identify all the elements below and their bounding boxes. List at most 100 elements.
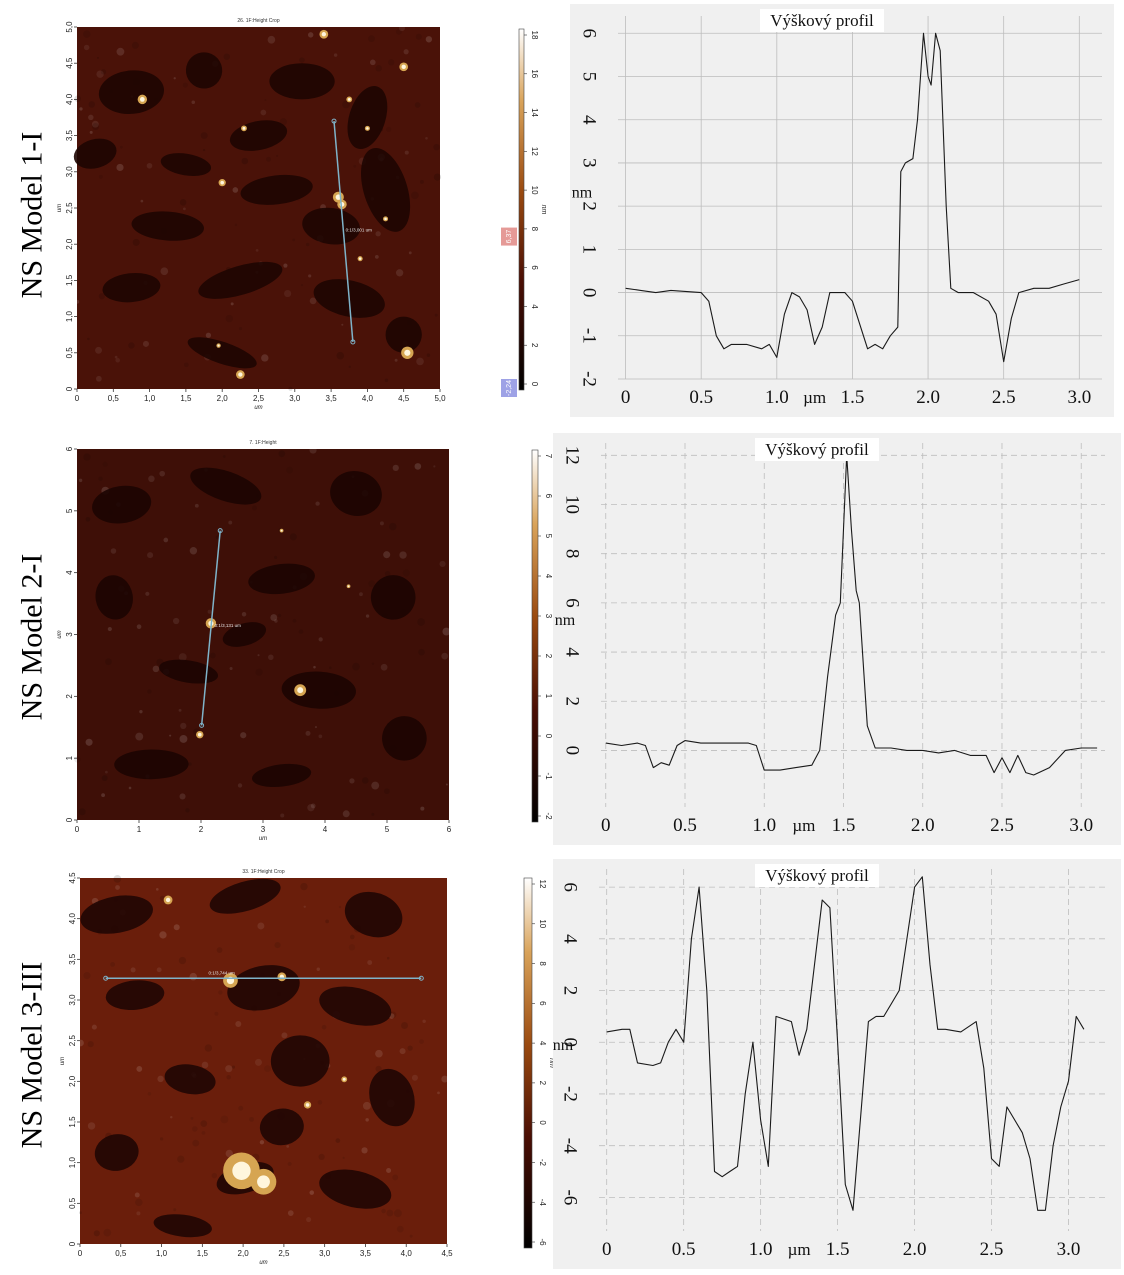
afm-texture [316, 967, 320, 971]
afm-texture [300, 284, 304, 287]
afm-texture [98, 293, 105, 300]
afm-texture [159, 931, 167, 939]
x-tick-label: 3.0 [1067, 387, 1091, 408]
afm-texture [148, 475, 155, 483]
y-tick-label: -4 [560, 1138, 581, 1154]
afm-dark-region [92, 485, 152, 524]
afm-y-tick-label: 2,5 [65, 202, 74, 214]
afm-texture [371, 662, 375, 666]
afm-x-tick-label: 2,5 [253, 394, 265, 403]
x-tick-label: 2.5 [990, 815, 1014, 836]
chart-background [570, 4, 1114, 417]
colorbar-gradient-bar [523, 877, 533, 1249]
afm-dark-region [248, 563, 315, 595]
afm-texture [185, 808, 190, 813]
afm-y-tick-label: 0 [65, 386, 74, 391]
afm-texture [433, 143, 440, 151]
afm-y-tick-label: 3 [65, 632, 74, 637]
afm-x-axis-label: um [254, 405, 262, 411]
afm-texture [116, 163, 124, 172]
afm-texture [78, 478, 83, 483]
afm-texture [379, 521, 384, 526]
afm-x-tick-label: 3,5 [360, 1249, 372, 1258]
afm-texture [209, 652, 216, 659]
afm-x-tick-label: 0 [75, 825, 80, 834]
afm-texture [441, 1075, 449, 1083]
afm-texture [74, 756, 81, 763]
afm-dark-region [347, 85, 388, 150]
afm-dark-region [95, 575, 133, 620]
x-tick-label: 0.5 [689, 387, 713, 408]
afm-texture [342, 1156, 345, 1159]
height-profile-chart-1: 0 0.5 1.0 1.5 2.0 2.5 3.0 µm -2 -1 0 1 2 3 4 5 6 nm Výškov… [570, 4, 1114, 417]
afm-texture [78, 808, 86, 816]
afm-title: 33. 1F:Height Crop [242, 869, 284, 875]
y-axis-label: nm [555, 612, 576, 629]
afm-texture [178, 653, 187, 662]
afm-texture [119, 145, 123, 149]
afm-texture [189, 547, 198, 555]
afm-texture [183, 207, 186, 211]
afm-texture [362, 1101, 371, 1110]
afm-texture [303, 905, 306, 908]
chart-title-box [755, 864, 879, 887]
afm-texture [274, 619, 278, 623]
afm-texture [83, 30, 91, 38]
afm-texture [399, 551, 407, 559]
afm-dark-region [102, 272, 161, 303]
afm-dark-region [382, 716, 427, 761]
afm-texture [214, 1011, 219, 1016]
afm-x-tick-label: 5 [385, 825, 390, 834]
afm-texture [409, 1234, 413, 1238]
afm-texture [159, 1137, 164, 1141]
afm-texture [230, 302, 234, 306]
afm-particle-core [404, 349, 411, 356]
afm-texture [338, 905, 342, 909]
y-tick-label: 8 [562, 549, 583, 559]
afm-texture [115, 357, 120, 363]
afm-particle-core [220, 180, 225, 185]
afm-texture [257, 922, 265, 930]
afm-texture [318, 637, 323, 642]
afm-texture [348, 944, 356, 951]
colorbar-tick-label: 1 [544, 694, 553, 699]
afm-texture [216, 947, 223, 953]
afm-texture [179, 793, 186, 800]
afm-texture [83, 453, 91, 461]
y-tick-label: 1 [579, 245, 600, 255]
afm-texture [157, 1075, 164, 1083]
afm-particle-core [242, 126, 246, 130]
afm-texture [107, 626, 112, 632]
afm-texture [292, 618, 297, 623]
y-tick-label: 6 [562, 598, 583, 608]
afm-texture [128, 786, 132, 790]
afm-y-tick-label: 3,0 [68, 994, 77, 1006]
afm-texture [257, 654, 260, 657]
afm-texture [204, 1044, 213, 1052]
x-tick-label: 0 [621, 387, 631, 408]
afm-texture [173, 1208, 177, 1212]
x-tick-label: 2.0 [916, 387, 940, 408]
afm-x-tick-label: 1,0 [144, 394, 156, 403]
afm-dark-region [385, 316, 422, 353]
colorbar-tick-label: 18 [530, 31, 539, 40]
afm-texture [407, 1045, 413, 1051]
afm-texture [83, 44, 90, 51]
afm-texture [140, 199, 144, 203]
afm-texture [402, 569, 410, 577]
afm-dark-region [330, 471, 382, 516]
x-tick-label: 0 [601, 815, 611, 836]
afm-particle-core [238, 372, 243, 377]
afm-dark-region [209, 878, 281, 914]
afm-particle-core [197, 732, 202, 737]
x-tick-label: 1.5 [826, 1239, 850, 1260]
x-tick-label: 1.5 [841, 387, 865, 408]
afm-texture [264, 99, 267, 102]
afm-texture [384, 570, 391, 577]
afm-texture [284, 289, 292, 298]
afm-dark-region [259, 1108, 304, 1146]
afm-texture [348, 365, 351, 369]
colorbar-tick-label: 3 [544, 614, 553, 619]
afm-texture [200, 1120, 208, 1127]
afm-texture [419, 1039, 424, 1044]
